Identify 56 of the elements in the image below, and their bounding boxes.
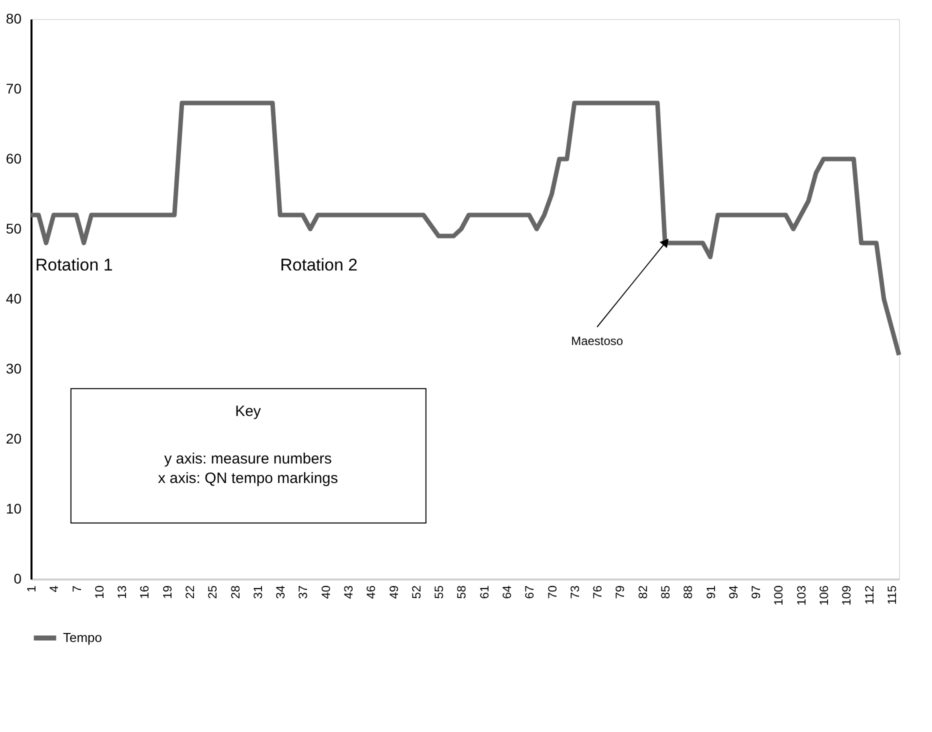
x-tick-label: 37 xyxy=(296,585,310,599)
y-tick-label: 50 xyxy=(6,220,22,236)
y-tick-label: 40 xyxy=(6,290,22,306)
x-tick-label: 55 xyxy=(432,585,446,599)
line-series xyxy=(28,100,902,358)
x-tick-label: 106 xyxy=(817,585,832,606)
x-tick-label: 13 xyxy=(115,585,130,599)
annotation: Maestoso xyxy=(571,334,624,348)
y-tick-label: 20 xyxy=(6,430,22,446)
x-tick-label: 28 xyxy=(228,585,242,599)
x-tick-label: 70 xyxy=(545,585,560,599)
x-tick-label: 22 xyxy=(183,585,198,599)
y-tick-label: 70 xyxy=(6,80,22,96)
x-tick-label: 97 xyxy=(749,585,764,599)
x-tick-label: 16 xyxy=(138,585,152,599)
x-tick-label: 100 xyxy=(772,585,786,606)
y-tick-label: 80 xyxy=(6,10,22,26)
x-tick-label: 58 xyxy=(454,585,469,599)
y-tick-label: 10 xyxy=(6,500,22,516)
y-tick-label: 60 xyxy=(6,150,22,166)
y-tick-label: 0 xyxy=(14,570,22,586)
x-tick-label: 34 xyxy=(274,585,288,599)
annotation: y axis: measure numbers xyxy=(164,450,332,468)
x-tick-label: 7 xyxy=(70,585,84,592)
x-tick-label: 112 xyxy=(862,585,876,605)
x-tick-label: 31 xyxy=(250,585,265,599)
x-tick-label: 1 xyxy=(24,585,38,592)
x-tick-label: 76 xyxy=(590,585,605,599)
annotation: x axis: QN tempo markings xyxy=(158,470,338,488)
x-tick-label: 52 xyxy=(409,585,424,599)
x-tick-label: 115 xyxy=(884,585,899,605)
x-tick-label: 19 xyxy=(160,585,174,599)
x-tick-label: 64 xyxy=(500,585,514,599)
x-tick-label: 91 xyxy=(704,585,718,599)
x-tick-label: 73 xyxy=(568,585,582,599)
x-tick-label: 67 xyxy=(522,585,537,599)
x-tick-label: 61 xyxy=(477,585,492,599)
x-tick-label: 88 xyxy=(681,585,696,599)
annotation: Rotation 1 xyxy=(35,255,113,274)
legend-label: Tempo xyxy=(63,630,102,645)
annotation: Rotation 2 xyxy=(280,255,358,274)
x-tick-label: 85 xyxy=(658,585,673,599)
y-tick-label: 30 xyxy=(6,360,22,376)
x-tick-label: 4 xyxy=(47,585,62,592)
x-tick-label: 103 xyxy=(794,585,808,606)
x-tick-label: 43 xyxy=(342,585,356,599)
x-tick-label: 46 xyxy=(364,585,378,599)
x-tick-label: 10 xyxy=(92,585,106,599)
x-tick-label: 25 xyxy=(206,585,220,599)
annotation: Key xyxy=(235,403,262,420)
x-tick-label: 109 xyxy=(840,585,854,606)
x-tick-label: 82 xyxy=(636,585,650,599)
x-tick-label: 49 xyxy=(386,585,401,599)
x-tick-label: 94 xyxy=(726,585,740,599)
x-tick-label: 79 xyxy=(613,585,628,599)
x-tick-label: 40 xyxy=(318,585,333,599)
